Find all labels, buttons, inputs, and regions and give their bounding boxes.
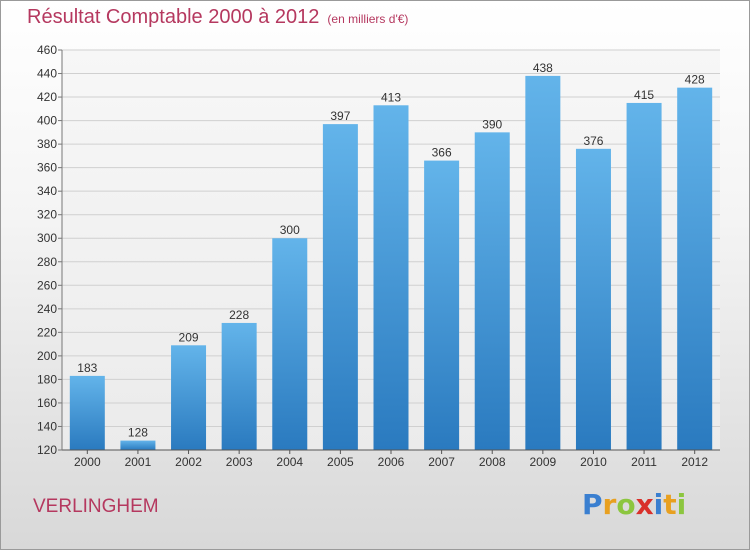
- y-tick-label: 340: [37, 184, 57, 198]
- chart-unit-label: (en milliers d'€): [327, 12, 409, 26]
- y-tick-label: 400: [37, 114, 57, 128]
- data-label-2007: 366: [432, 146, 452, 160]
- y-tick-label: 200: [37, 349, 57, 363]
- x-tick-label: 2000: [74, 455, 101, 469]
- data-label-2006: 413: [381, 90, 401, 104]
- y-tick-label: 300: [37, 231, 57, 245]
- x-tick-label: 2003: [226, 455, 253, 469]
- bar-2000: [69, 375, 105, 450]
- x-tick-label: 2005: [327, 455, 354, 469]
- bar-2009: [525, 75, 561, 450]
- data-label-2005: 397: [330, 109, 350, 123]
- y-tick-label: 360: [37, 161, 57, 175]
- y-tick-label: 280: [37, 255, 57, 269]
- x-tick-label: 2006: [378, 455, 405, 469]
- bar-2003: [221, 322, 257, 450]
- x-tick-label: 2002: [175, 455, 202, 469]
- commune-name: VERLINGHEM: [33, 496, 159, 517]
- bar-2006: [373, 105, 409, 450]
- x-axis: 2000 2001 2002 2003 2004 2005 2006 2007 2008 2009…: [74, 450, 708, 469]
- logo-letter: x: [635, 488, 654, 521]
- data-label-2002: 209: [179, 330, 199, 344]
- bar-2008: [474, 132, 510, 450]
- x-tick-label: 2007: [428, 455, 455, 469]
- logo-letter: P: [582, 488, 603, 521]
- y-tick-label: 260: [37, 278, 57, 292]
- bar-2012: [677, 87, 713, 450]
- y-tick-label: 220: [37, 325, 57, 339]
- data-label-2004: 300: [280, 223, 300, 237]
- proxiti-logo: Proxiti: [582, 488, 686, 521]
- data-label-2000: 183: [77, 361, 97, 375]
- y-tick-label: 440: [37, 67, 57, 81]
- y-tick-label: 460: [37, 43, 57, 57]
- logo-letter: o: [616, 488, 636, 521]
- x-tick-label: 2008: [479, 455, 506, 469]
- bar-2001: [120, 440, 156, 450]
- logo-letter: i: [653, 488, 664, 521]
- y-tick-label: 160: [37, 396, 57, 410]
- y-tick-label: 380: [37, 137, 57, 151]
- y-tick-label: 320: [37, 208, 57, 222]
- data-label-2010: 376: [583, 134, 603, 148]
- bar-2004: [272, 238, 308, 450]
- data-label-2009: 438: [533, 61, 553, 75]
- data-label-2011: 415: [634, 88, 654, 102]
- y-tick-label: 240: [37, 302, 57, 316]
- data-labels: 183 128 209 228 300 397 413 366 390 438 376 415 428: [77, 61, 705, 440]
- chart-title-text: Résultat Comptable 2000 à 2012: [27, 6, 320, 28]
- y-tick-label: 180: [37, 372, 57, 386]
- bar-2002: [171, 345, 207, 450]
- x-tick-label: 2004: [276, 455, 303, 469]
- x-tick-label: 2010: [580, 455, 607, 469]
- y-tick-label: 140: [37, 419, 57, 433]
- bar-2005: [322, 124, 358, 450]
- bars: [69, 75, 713, 451]
- x-tick-label: 2012: [681, 455, 708, 469]
- data-label-2003: 228: [229, 308, 249, 322]
- x-tick-label: 2011: [631, 455, 657, 469]
- y-tick-label: 420: [37, 90, 57, 104]
- logo-letter: i: [676, 488, 687, 521]
- y-axis: 120 140 160 180 200 220 240 260 280 300 320 340 360 3…: [37, 43, 62, 457]
- chart-title: Résultat Comptable 2000 à 2012 (en millie…: [27, 6, 408, 29]
- bar-2007: [424, 160, 460, 450]
- x-tick-label: 2009: [529, 455, 556, 469]
- y-tick-label: 120: [37, 443, 57, 457]
- logo-letter: r: [602, 488, 617, 521]
- x-tick-label: 2001: [125, 455, 152, 469]
- data-label-2008: 390: [482, 117, 502, 131]
- data-label-2001: 128: [128, 426, 148, 440]
- bar-2010: [575, 148, 611, 450]
- logo-letter: t: [663, 488, 677, 521]
- data-label-2012: 428: [685, 73, 705, 87]
- bar-2011: [626, 102, 662, 451]
